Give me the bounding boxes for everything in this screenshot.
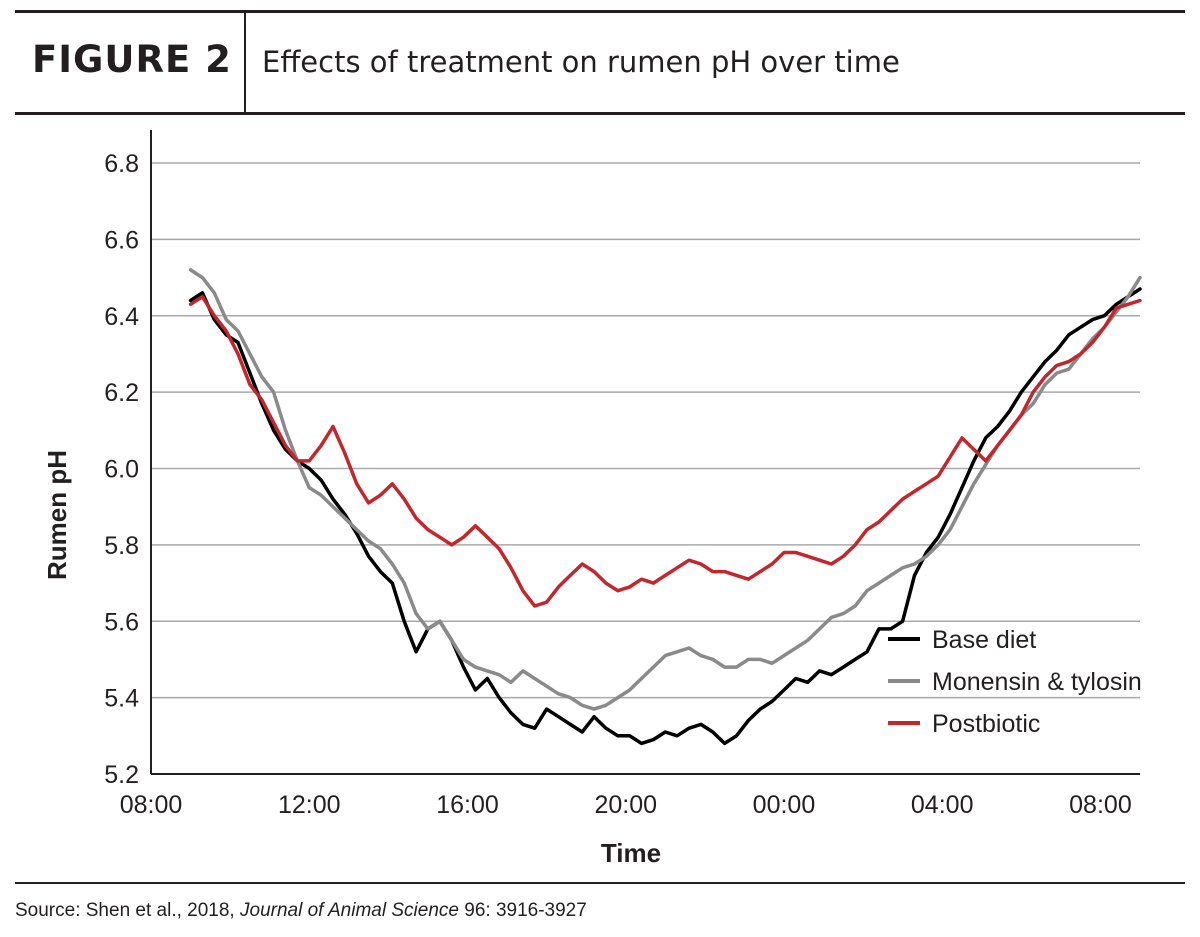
x-tick-label: 20:00	[594, 791, 657, 819]
rumen-ph-line-chart: 5.2 5.4 5.6 5.8 6.0 6.2 6.4 6.6 6.8 08:00 12:00 16:…	[42, 130, 1142, 868]
y-tick-label: 5.2	[104, 761, 139, 789]
x-tick-label: 12:00	[278, 791, 341, 819]
legend: Base diet Monensin & tylosin Postbiotic	[888, 626, 1142, 738]
y-tick-label: 6.8	[104, 150, 139, 178]
y-tick-label: 6.4	[104, 303, 139, 331]
source-prefix: Source: Shen et al., 2018,	[15, 900, 240, 921]
x-tick-label: 16:00	[436, 791, 499, 819]
x-tick-label: 04:00	[911, 791, 974, 819]
header-top-rule	[15, 10, 1185, 13]
y-tick-label: 6.0	[104, 456, 139, 484]
source-journal: Journal of Animal Science	[240, 900, 459, 921]
header-divider	[244, 13, 246, 112]
x-tick-label: 00:00	[753, 791, 816, 819]
series-line-postbiotic	[188, 294, 1142, 608]
source-citation: Source: Shen et al., 2018, Journal of An…	[15, 900, 587, 922]
y-tick-label: 5.8	[104, 532, 139, 560]
series-line-monensin-tylosin	[188, 268, 1142, 711]
y-tick-label: 6.6	[104, 226, 139, 254]
x-axis-title: Time	[601, 838, 661, 868]
footer-rule	[15, 882, 1185, 884]
legend-label-monensin-tylosin: Monensin & tylosin	[932, 668, 1142, 696]
header-bottom-rule	[15, 112, 1185, 115]
figure-title: Effects of treatment on rumen pH over ti…	[262, 45, 900, 79]
legend-label-postbiotic: Postbiotic	[932, 710, 1040, 738]
y-tick-label: 6.2	[104, 379, 139, 407]
legend-label-base-diet: Base diet	[932, 626, 1036, 654]
y-axis-title: Rumen pH	[42, 450, 72, 580]
axes	[150, 130, 1140, 775]
source-suffix: 96: 3916-3927	[458, 900, 587, 921]
gridlines	[151, 162, 1140, 699]
x-tick-label: 08:00	[1069, 791, 1132, 819]
y-tick-label: 5.6	[104, 608, 139, 636]
y-tick-label: 5.4	[104, 685, 139, 713]
tick-labels: 5.2 5.4 5.6 5.8 6.0 6.2 6.4 6.6 6.8 08:00 12:00 16:…	[104, 150, 1131, 819]
x-tick-label: 08:00	[120, 791, 183, 819]
series-lines	[188, 268, 1142, 746]
figure-label: FIGURE 2	[32, 38, 232, 81]
